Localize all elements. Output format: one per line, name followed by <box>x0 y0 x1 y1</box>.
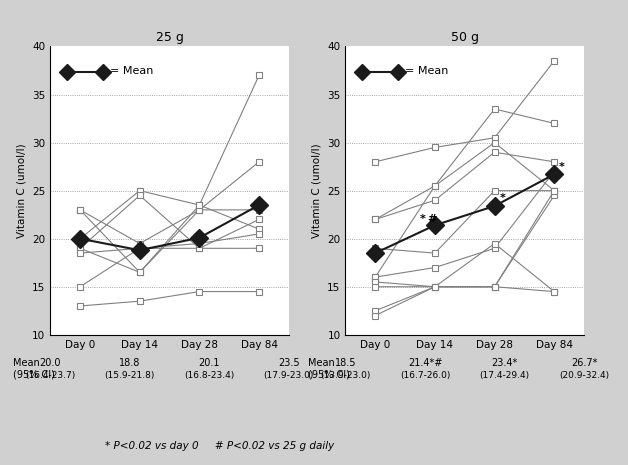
Text: (17.4-29.4): (17.4-29.4) <box>479 371 529 380</box>
Y-axis label: Vitamin C (umol/l): Vitamin C (umol/l) <box>16 143 26 238</box>
Title: 50 g: 50 g <box>451 31 479 44</box>
Text: *: * <box>420 214 426 225</box>
Text: (95% CI): (95% CI) <box>13 369 55 379</box>
Text: (15.9-21.8): (15.9-21.8) <box>105 371 155 380</box>
Text: 18.5: 18.5 <box>335 358 356 368</box>
Text: Mean: Mean <box>13 358 40 368</box>
Text: 18.8: 18.8 <box>119 358 141 368</box>
Text: 23.4*: 23.4* <box>491 358 517 368</box>
Text: *: * <box>559 161 565 172</box>
Text: #: # <box>428 214 437 225</box>
Text: * P<0.02 vs day 0     # P<0.02 vs 25 g daily: * P<0.02 vs day 0 # P<0.02 vs 25 g daily <box>105 441 335 452</box>
Text: (16.7-26.0): (16.7-26.0) <box>400 371 450 380</box>
Text: 23.5: 23.5 <box>278 358 300 368</box>
Title: 25 g: 25 g <box>156 31 183 44</box>
Text: (16.4-23.7): (16.4-23.7) <box>25 371 75 380</box>
Text: *: * <box>499 193 505 203</box>
Text: (95% CI): (95% CI) <box>308 369 350 379</box>
Text: 26.7*: 26.7* <box>571 358 597 368</box>
Text: 20.1: 20.1 <box>198 358 220 368</box>
Text: 21.4*#: 21.4*# <box>408 358 442 368</box>
Text: (17.9-23.0): (17.9-23.0) <box>264 371 314 380</box>
Y-axis label: Vitamin C (umol/l): Vitamin C (umol/l) <box>311 143 322 238</box>
Text: (20.9-32.4): (20.9-32.4) <box>559 371 609 380</box>
Text: (16.8-23.4): (16.8-23.4) <box>184 371 234 380</box>
Text: = Mean: = Mean <box>110 66 153 76</box>
Text: 20.0: 20.0 <box>40 358 61 368</box>
Text: = Mean: = Mean <box>405 66 448 76</box>
Text: (13.9-23.0): (13.9-23.0) <box>320 371 371 380</box>
Text: Mean: Mean <box>308 358 335 368</box>
